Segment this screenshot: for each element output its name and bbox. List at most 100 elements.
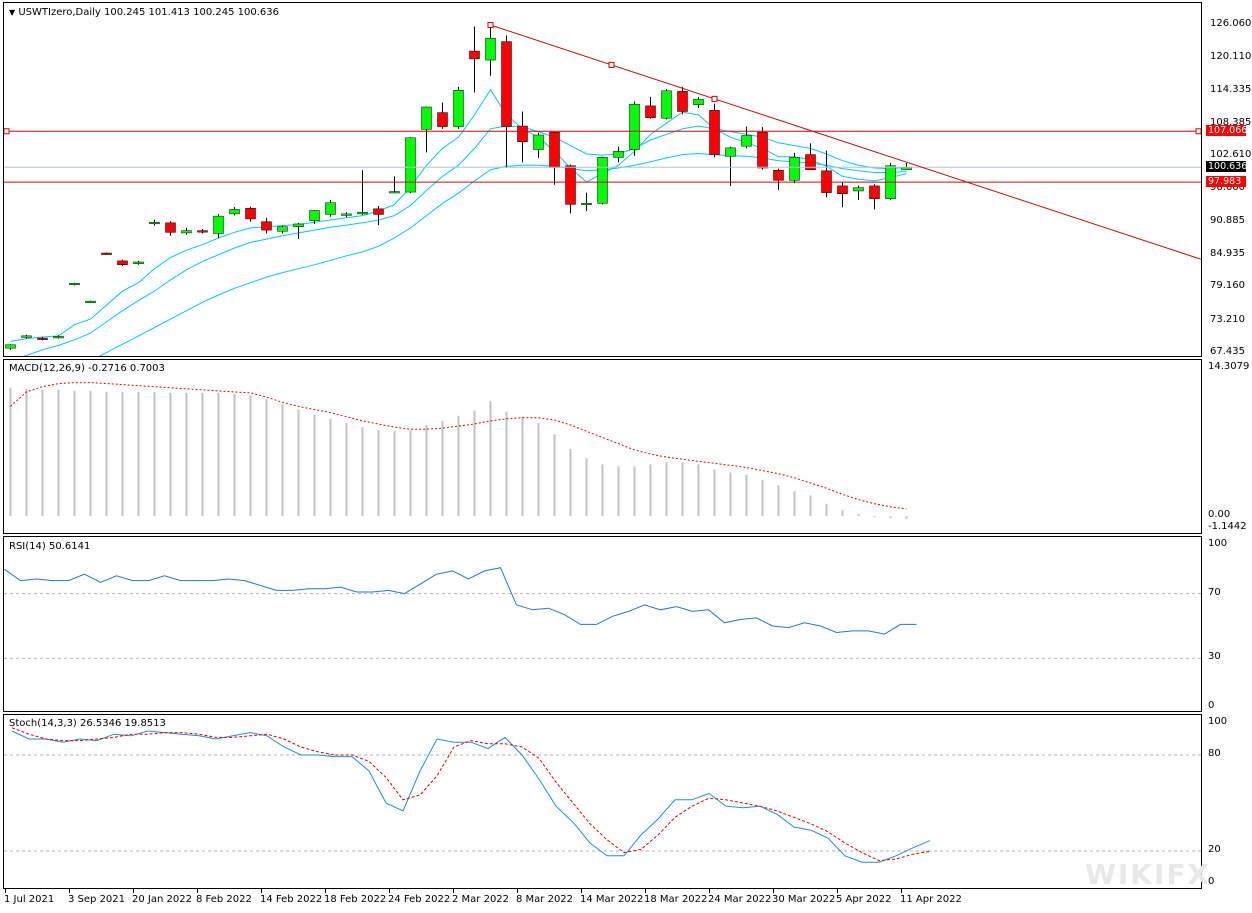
price-tick-label: 73.210 (1210, 313, 1245, 325)
trend-anchor-mid (608, 61, 615, 68)
candle-body (325, 202, 336, 215)
candle-body (581, 203, 592, 206)
price-tick-label: 67.435 (1210, 346, 1245, 357)
candle-body (613, 150, 624, 158)
candle-body (21, 335, 32, 338)
candle-body (5, 344, 16, 349)
time-tick-mark (901, 889, 902, 893)
level-handle-left (4, 128, 10, 135)
time-tick-mark (261, 889, 262, 893)
candle-body (341, 213, 352, 216)
time-tick-mark (581, 889, 582, 893)
time-tick-mark (197, 889, 198, 893)
candle-body (709, 110, 720, 155)
macd-chart[interactable] (4, 360, 1201, 533)
candle-body (501, 41, 512, 127)
candle-body (309, 210, 320, 221)
price-tick-label: 114.335 (1210, 83, 1252, 95)
stochastic-chart[interactable] (4, 715, 1201, 888)
candle-body (357, 211, 368, 215)
candle-body (485, 37, 496, 61)
trend-anchor-start (487, 22, 494, 28)
time-tick-mark (773, 889, 774, 893)
macd-pane[interactable]: MACD(12,26,9) -0.2716 0.7003 (3, 359, 1202, 534)
candle-body (373, 208, 384, 215)
candle-body (597, 157, 608, 204)
stoch-pane[interactable]: Stoch(14,3,3) 26.5346 19.8513 (3, 714, 1202, 889)
rsi-tick-label: 100 (1208, 538, 1228, 549)
candle-body (53, 336, 64, 339)
candle-body (629, 103, 640, 150)
candle-body (725, 147, 736, 157)
candle-body (133, 261, 144, 264)
price-tick-label: 90.885 (1210, 214, 1245, 226)
time-tick-label: 24 Feb 2022 (388, 894, 451, 905)
price-tick-label: 126.060 (1210, 18, 1252, 29)
candle-body (213, 215, 224, 234)
rsi-tick-label: 30 (1208, 651, 1221, 663)
candle-body (421, 106, 432, 130)
rsi-title: RSI(14) 50.6141 (9, 541, 91, 552)
resistance-price-tag: 107.066 (1206, 124, 1248, 136)
candle-body (405, 137, 416, 193)
candle-body (789, 157, 800, 181)
time-tick-label: 5 Apr 2022 (836, 894, 892, 905)
price-tick-label: 79.160 (1210, 280, 1245, 292)
candle-body (69, 283, 80, 286)
time-tick-mark (645, 889, 646, 893)
time-tick-label: 14 Mar 2022 (580, 894, 644, 905)
rsi-pane[interactable]: RSI(14) 50.6141 (3, 536, 1202, 712)
candle-body (437, 112, 448, 127)
candle-body (261, 221, 272, 231)
price-pane[interactable]: ▼ USWTIzero,Daily 100.245 101.413 100.24… (3, 2, 1202, 357)
candle-body (741, 135, 752, 147)
support-price-tag: 97.983 (1206, 175, 1246, 187)
candle-body (37, 337, 48, 340)
stoch-tick-label: 80 (1208, 748, 1221, 759)
time-tick-mark (325, 889, 326, 893)
candle-body (901, 167, 912, 170)
macd-tick-label: 0.00 (1208, 509, 1231, 521)
candle-body (149, 222, 160, 225)
candle-body (757, 131, 768, 169)
macd-signal-line (10, 382, 907, 510)
time-tick-label: 3 Sep 2021 (68, 894, 126, 905)
time-tick-label: 18 Mar 2022 (644, 894, 708, 905)
time-tick-label: 14 Feb 2022 (260, 894, 323, 905)
time-tick-mark (517, 889, 518, 893)
time-tick-mark (453, 889, 454, 893)
candle-body (869, 185, 880, 200)
time-tick-label: 2 Mar 2022 (452, 894, 510, 905)
rsi-chart[interactable] (4, 537, 1201, 711)
time-tick-label: 8 Feb 2022 (196, 894, 252, 905)
price-tick-label: 120.110 (1210, 51, 1252, 63)
candle-body (165, 222, 176, 233)
collapse-triangle-icon[interactable]: ▼ (9, 8, 16, 17)
candle-body (549, 131, 560, 168)
candle-body (693, 98, 704, 106)
time-tick-mark (69, 889, 70, 893)
candle-body (565, 165, 576, 205)
moving-average-line-2 (23, 125, 907, 356)
level-handle-right (1195, 128, 1201, 135)
candle-body (101, 252, 112, 255)
stoch-title: Stoch(14,3,3) 26.5346 19.8513 (9, 718, 166, 729)
candle-body (197, 230, 208, 233)
time-tick-label: 20 Jan 2022 (132, 894, 192, 905)
candle-body (517, 125, 528, 142)
candle-body (837, 185, 848, 194)
stoch-tick-label: 100 (1208, 716, 1228, 727)
time-tick-label: 18 Feb 2022 (324, 894, 387, 905)
price-tick-label: 102.610 (1210, 149, 1252, 161)
price-chart[interactable] (4, 3, 1201, 356)
candle-body (773, 169, 784, 181)
macd-tick-label: 14.3079 (1208, 361, 1250, 372)
time-tick-label: 11 Apr 2022 (900, 894, 962, 905)
candle-body (85, 300, 96, 303)
moving-average-line-3 (98, 152, 907, 356)
candle-body (293, 223, 304, 228)
time-tick-mark (709, 889, 710, 893)
trend-line (490, 24, 1201, 260)
candle-body (389, 191, 400, 194)
stoch-tick-label: 0 (1208, 876, 1215, 887)
